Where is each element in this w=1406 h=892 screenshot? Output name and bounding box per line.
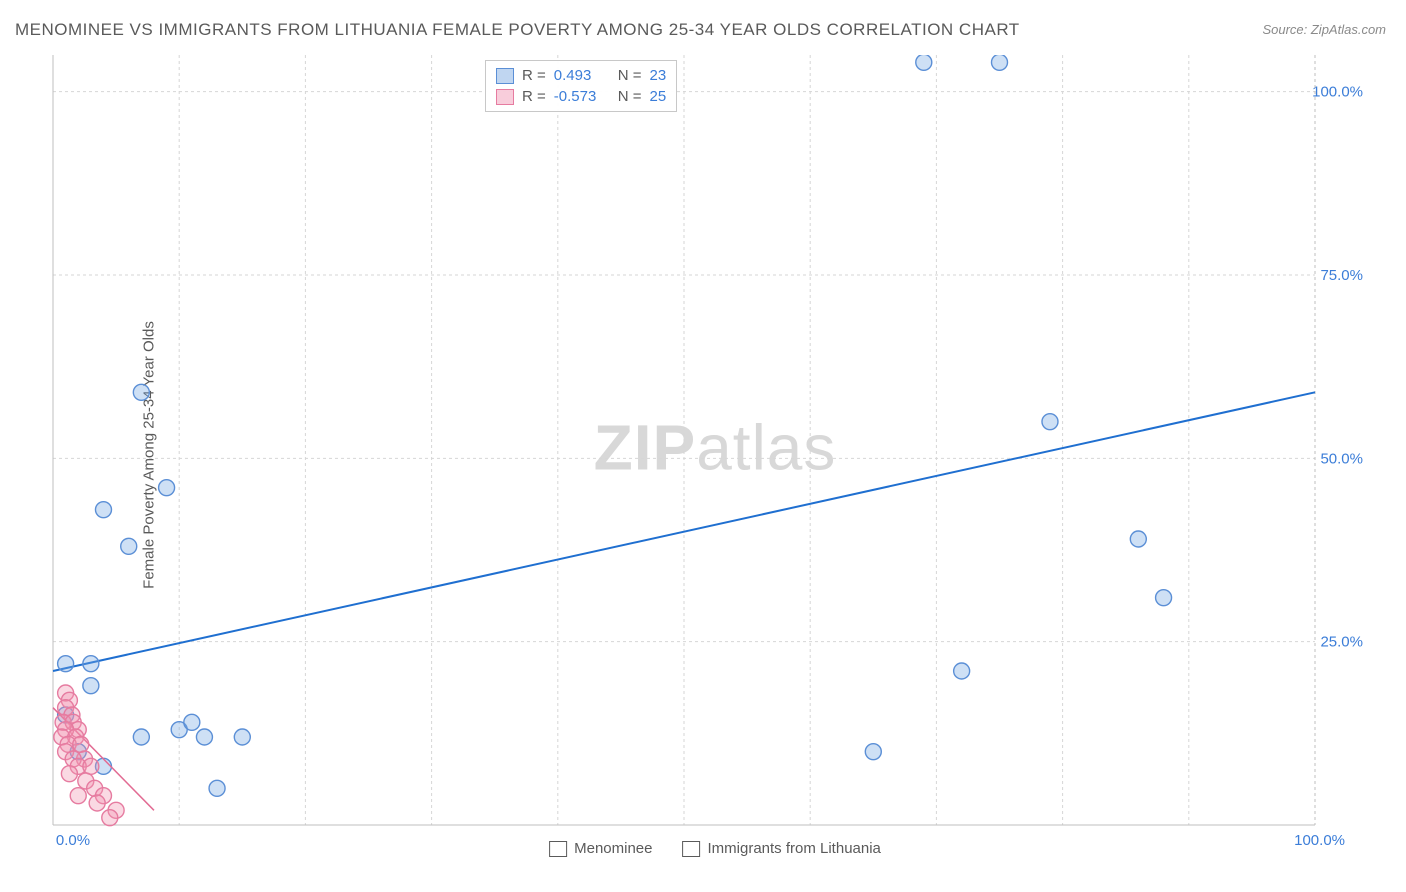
swatch-blue-icon <box>496 68 514 84</box>
legend-item-menominee: Menominee <box>549 840 652 857</box>
chart-container: Female Poverty Among 25-34 Year Olds ZIP… <box>45 55 1385 855</box>
r-value-menominee: 0.493 <box>554 67 610 84</box>
n-value-lithuania: 25 <box>650 88 667 105</box>
svg-text:75.0%: 75.0% <box>1320 267 1363 284</box>
svg-text:100.0%: 100.0% <box>1312 84 1363 101</box>
svg-text:0.0%: 0.0% <box>56 832 90 849</box>
r-value-lithuania: -0.573 <box>554 88 610 105</box>
scatter-plot: 25.0% 50.0% 75.0% 100.0% 0.0% 100.0% <box>45 55 1385 855</box>
swatch-blue-icon <box>549 841 567 857</box>
series-legend: Menominee Immigrants from Lithuania <box>549 840 881 857</box>
stats-row-menominee: R = 0.493 N = 23 <box>496 65 666 86</box>
chart-title: MENOMINEE VS IMMIGRANTS FROM LITHUANIA F… <box>15 20 1020 40</box>
legend-label-lithuania: Immigrants from Lithuania <box>707 840 880 857</box>
n-value-menominee: 23 <box>650 67 667 84</box>
r-label: R = <box>522 67 546 84</box>
n-label: N = <box>618 88 642 105</box>
stats-row-lithuania: R = -0.573 N = 25 <box>496 86 666 107</box>
swatch-pink-icon <box>496 89 514 105</box>
svg-text:25.0%: 25.0% <box>1320 634 1363 651</box>
legend-label-menominee: Menominee <box>574 840 652 857</box>
swatch-pink-icon <box>682 841 700 857</box>
svg-text:100.0%: 100.0% <box>1294 832 1345 849</box>
legend-item-lithuania: Immigrants from Lithuania <box>682 840 880 857</box>
svg-text:50.0%: 50.0% <box>1320 450 1363 467</box>
n-label: N = <box>618 67 642 84</box>
source-attribution: Source: ZipAtlas.com <box>1262 22 1386 37</box>
stats-legend: R = 0.493 N = 23 R = -0.573 N = 25 <box>485 60 677 112</box>
r-label: R = <box>522 88 546 105</box>
